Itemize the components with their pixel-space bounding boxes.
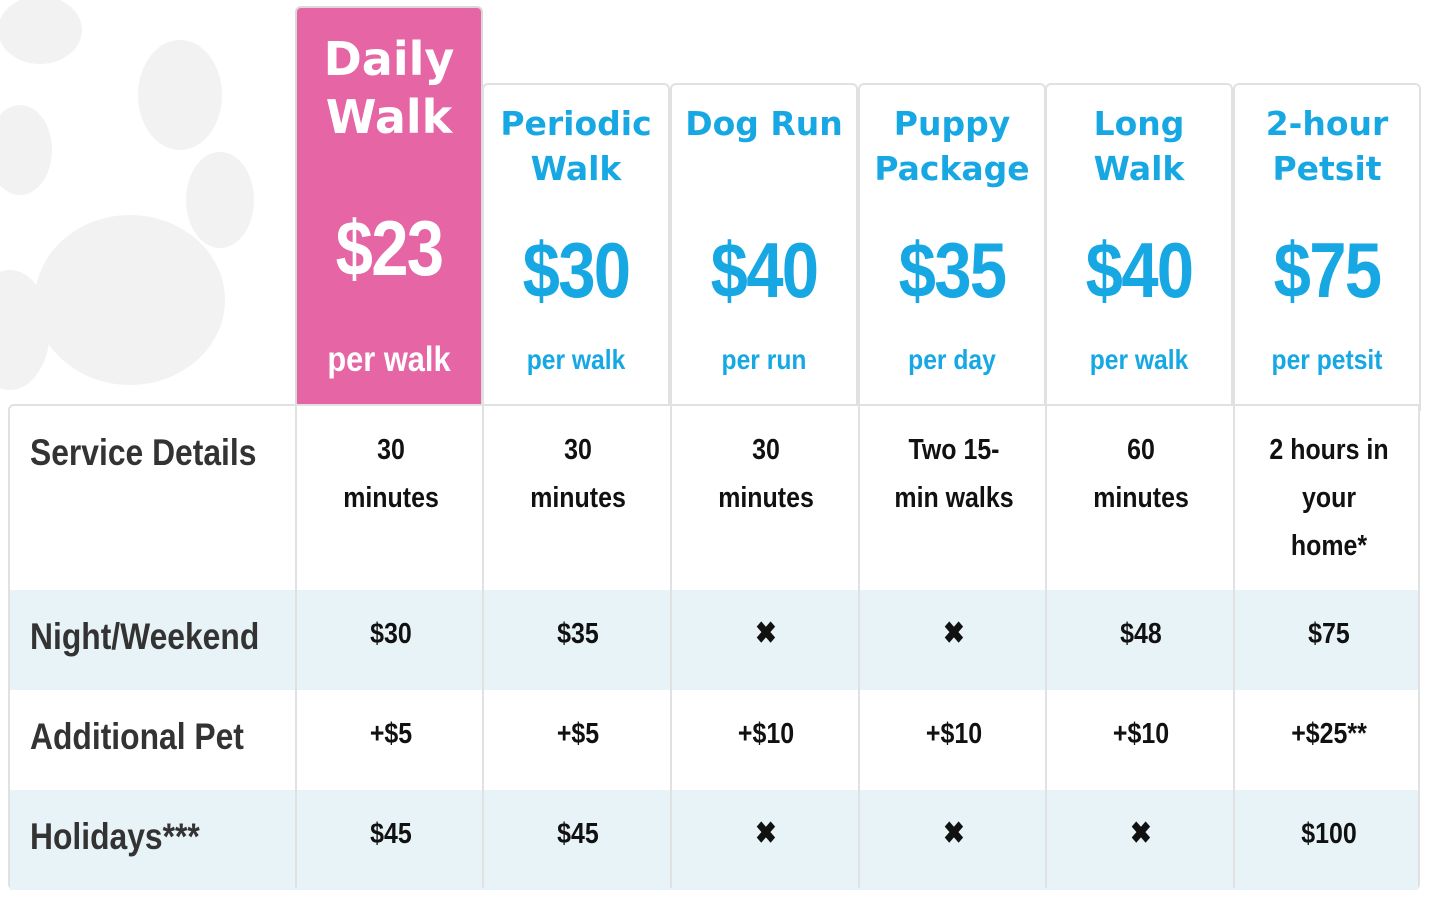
plan-unit: per walk (526, 344, 626, 375)
table-row: Additional Pet +$5 +$5 +$10 +$10 +$10 +$25** (10, 690, 1418, 790)
table-cell: 60 minutes (1093, 434, 1189, 514)
plan-unit: per petsit (1271, 344, 1383, 375)
plan-price: $75 (1273, 226, 1382, 314)
row-label: Service Details (30, 432, 257, 473)
plan-unit: per day (908, 344, 996, 375)
table-cell: $48 (1120, 618, 1162, 650)
table-cell: 2 hours in your home* (1269, 434, 1389, 562)
row-label: Night/Weekend (30, 616, 260, 657)
table-cell: +$25** (1291, 718, 1367, 750)
not-available-icon: ✖ (755, 817, 777, 850)
service-details-table: Service Details 30 minutes 30 minutes 30 mi… (8, 404, 1420, 890)
plan-column-5: Long Walk $40 per walk (1045, 83, 1233, 411)
table-cell: $35 (557, 618, 599, 650)
plan-price: $40 (710, 226, 819, 314)
table-row: Service Details 30 minutes 30 minutes 30 mi… (10, 406, 1418, 590)
plan-price: $30 (522, 226, 631, 314)
table-cell: 30 minutes (718, 434, 814, 514)
table-cell: $100 (1301, 818, 1357, 850)
table-cell: +$10 (925, 718, 983, 750)
plan-name: Puppy Package (874, 104, 1030, 188)
table-cell: +$10 (737, 718, 795, 750)
table-row: Night/Weekend $30 $35 ✖ ✖ $48 $75 (10, 590, 1418, 690)
table-cell: +$5 (369, 718, 413, 750)
paw-print-decoration (0, 0, 254, 390)
plan-price: $23 (335, 204, 444, 292)
pricing-table: Daily Walk $23 per walk Periodic Walk $30 per… (8, 6, 1421, 890)
plan-column-1: Daily Walk $23 per walk (295, 6, 483, 411)
column-divider (670, 406, 672, 888)
not-available-icon: ✖ (1130, 817, 1152, 850)
plan-unit: per walk (1089, 344, 1189, 375)
plan-unit: per walk (327, 340, 451, 379)
row-label: Holidays*** (30, 816, 200, 857)
column-divider (482, 406, 484, 888)
table-cell: $75 (1308, 618, 1350, 650)
not-available-icon: ✖ (755, 617, 777, 650)
table-cell: $45 (557, 818, 599, 850)
not-available-icon: ✖ (943, 817, 965, 850)
table-cell: +$10 (1112, 718, 1170, 750)
plan-name: Periodic Walk (500, 104, 652, 188)
plan-price: $40 (1085, 226, 1194, 314)
plan-column-6: 2-hour Petsit $75 per petsit (1233, 83, 1421, 411)
column-divider (295, 406, 297, 888)
plan-name: 2-hour Petsit (1265, 104, 1389, 188)
plan-price: $35 (898, 226, 1007, 314)
plan-column-4: Puppy Package $35 per day (858, 83, 1046, 411)
not-available-icon: ✖ (943, 617, 965, 650)
column-divider (1233, 406, 1235, 888)
table-row: Holidays*** $45 $45 ✖ ✖ ✖ $100 (10, 790, 1418, 890)
table-cell: Two 15-min walks (894, 434, 1014, 514)
plan-column-2: Periodic Walk $30 per walk (482, 83, 670, 411)
plan-name: Dog Run (685, 104, 843, 143)
row-label: Additional Pet (30, 716, 244, 757)
table-cell: 30 minutes (343, 434, 439, 514)
table-cell: 30 minutes (530, 434, 626, 514)
plan-name: Daily Walk (323, 32, 455, 144)
plan-column-3: Dog Run $40 per run (670, 83, 858, 411)
plan-unit: per run (721, 344, 807, 375)
plan-name: Long Walk (1093, 104, 1185, 188)
column-divider (858, 406, 860, 888)
table-cell: +$5 (556, 718, 600, 750)
table-cell: $45 (370, 818, 412, 850)
column-divider (1045, 406, 1047, 888)
table-cell: $30 (370, 618, 412, 650)
